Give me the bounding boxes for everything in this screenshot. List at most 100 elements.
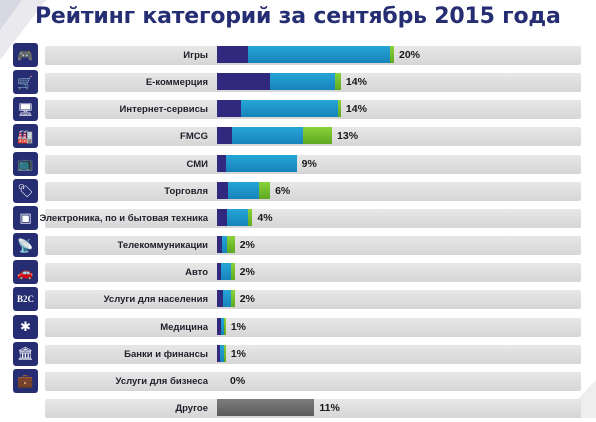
bar-segment-blue	[247, 46, 390, 63]
bar-segment-blue	[222, 236, 227, 254]
value-label: 13%	[337, 130, 359, 143]
car-icon: 🚗	[13, 260, 38, 285]
category-label: Другое	[175, 402, 208, 414]
category-label: E-коммерция	[145, 77, 208, 89]
bar	[217, 263, 235, 281]
value-label: 2%	[239, 266, 255, 279]
category-label: FMCG	[180, 131, 208, 143]
bar-segment-dark	[217, 208, 227, 226]
chart-row: ✱ Медицина 1%	[0, 314, 596, 341]
chart-row: 🏷 Торговля 6%	[0, 178, 596, 205]
value-label: 2%	[239, 239, 255, 252]
bar-segment-green	[247, 208, 253, 226]
fmcg-products-icon: 🏭	[13, 124, 38, 149]
row-band	[45, 236, 581, 256]
bar-segment-green	[231, 290, 235, 308]
bar	[217, 236, 235, 254]
briefcase-icon: 💼	[13, 368, 38, 393]
value-label: 14%	[345, 76, 367, 89]
bar	[217, 344, 226, 362]
bar-segment-blue	[240, 100, 339, 118]
bar	[217, 73, 341, 91]
chart-row: 🏭 FMCG 13%	[0, 124, 596, 150]
category-label: Торговля	[164, 185, 208, 197]
bar-segment-gray	[217, 398, 315, 416]
chart-row: 🛒 E-коммерция 14%	[0, 70, 596, 96]
bar-segment-green	[338, 100, 341, 118]
bar-segment-dark	[217, 263, 222, 281]
gamepad-icon: 🎮	[13, 43, 38, 67]
row-band	[45, 344, 581, 364]
row-band	[45, 208, 581, 228]
chart-row: 🏛 Банки и финансы 1%	[0, 341, 596, 368]
bar-segment-dark	[217, 127, 233, 145]
category-label: СМИ	[186, 158, 208, 170]
category-label: Банки и финансы	[124, 348, 208, 360]
chart-row: ▣ Электроника, по и бытовая техника 4%	[0, 205, 596, 232]
bar-segment-green	[224, 344, 226, 362]
b2c-icon: B2C	[13, 287, 38, 312]
row-band	[45, 317, 581, 337]
value-label: 1%	[230, 347, 247, 360]
value-label: 2%	[239, 293, 255, 306]
category-label: Игры	[183, 50, 208, 61]
antenna-icon: 📡	[13, 233, 38, 258]
bar-segment-dark	[217, 236, 223, 254]
chart-row: 📡 Телекоммуникации 2%	[0, 233, 596, 259]
tv-icon: 📺	[13, 151, 38, 176]
bar	[217, 181, 271, 199]
category-label: Авто	[185, 267, 208, 279]
shopping-tag-icon: 🏷	[13, 178, 38, 203]
category-label: Интернет-сервисы	[119, 104, 208, 116]
bar-segment-green	[334, 73, 341, 91]
value-label: 20%	[399, 49, 421, 61]
medical-star-icon: ✱	[13, 314, 38, 339]
row-band	[45, 154, 581, 174]
bar	[217, 46, 394, 63]
bar-segment-dark	[217, 73, 271, 91]
value-label: 1%	[230, 320, 247, 333]
bar-segment-blue	[223, 290, 232, 308]
bar	[217, 100, 341, 118]
value-label: 0%	[230, 374, 246, 387]
bar-segment-dark	[217, 154, 226, 172]
category-label: Услуги для населения	[103, 294, 208, 306]
bar-segment-dark	[217, 46, 248, 63]
value-label: 14%	[345, 103, 367, 116]
value-label: 6%	[275, 184, 291, 197]
bar	[217, 154, 297, 172]
bar	[217, 290, 235, 308]
bar-segment-green	[226, 236, 235, 254]
ecommerce-cart-icon: 🛒	[13, 70, 38, 95]
bank-icon: 🏛	[13, 341, 38, 366]
bar-segment-dark	[217, 317, 221, 335]
bar-segment-green	[258, 181, 271, 199]
bar-segment-dark	[217, 344, 220, 362]
bar	[217, 127, 333, 145]
page-title: Рейтинг категорий за сентябрь 2015 года	[35, 4, 561, 29]
bar-segment-blue	[270, 73, 335, 91]
bar	[217, 317, 226, 335]
value-label: 9%	[301, 157, 317, 170]
chart-row: 🚗 Авто 2%	[0, 260, 596, 286]
bar-segment-green	[231, 263, 235, 281]
chart-row: B2C Услуги для населения 2%	[0, 287, 596, 313]
chart-row: 🖥 Интернет-сервисы 14%	[0, 97, 596, 123]
bar-segment-dark	[217, 100, 241, 118]
chart-row: Другое 11%	[0, 396, 596, 422]
bar-segment-blue	[220, 317, 225, 335]
bar	[217, 398, 315, 416]
category-label: Медицина	[160, 321, 208, 333]
bar-segment-blue	[225, 154, 297, 172]
chart-row: 📺 СМИ 9%	[0, 151, 596, 178]
row-band	[45, 371, 581, 391]
value-label: 11%	[319, 401, 340, 414]
bar-segment-green	[224, 317, 226, 335]
category-label: Телекоммуникации	[117, 240, 208, 252]
bar-segment-blue	[219, 344, 225, 362]
chart-row: 🎮 Игры 20%	[0, 43, 596, 69]
bar-segment-dark	[217, 290, 224, 308]
bar-segment-dark	[217, 181, 228, 199]
bar-segment-blue	[232, 127, 303, 145]
bar	[217, 208, 253, 226]
